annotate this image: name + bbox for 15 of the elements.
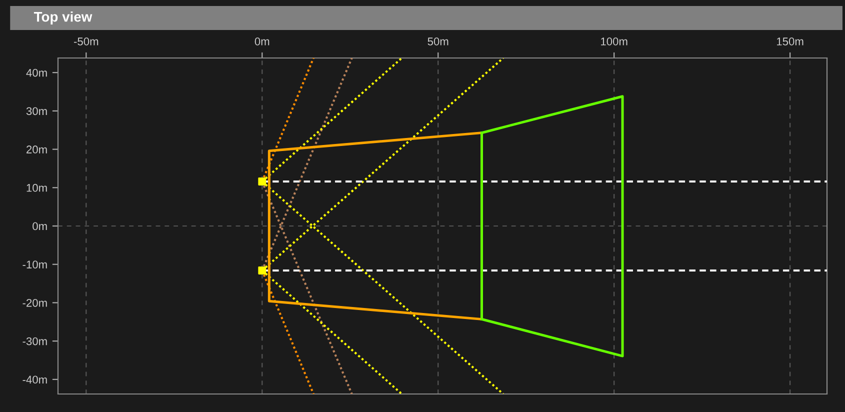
- y-tick-label: -10m: [22, 260, 47, 268]
- y-tick-label: -40m: [22, 376, 47, 384]
- y-tick-label: 0m: [32, 222, 47, 230]
- x-tick-label: -50m: [74, 38, 98, 46]
- x-tick-label: 150m: [776, 38, 804, 46]
- y-tick-label: 30m: [26, 107, 47, 116]
- chart-title: Top view: [34, 12, 92, 24]
- y-tick-label: -20m: [22, 298, 47, 307]
- x-tick-label: 0m: [254, 38, 270, 46]
- y-tick-label: 20m: [26, 146, 47, 154]
- x-tick-label: 50m: [428, 38, 448, 46]
- y-tick-label: -30m: [22, 337, 47, 346]
- x-tick-label: 100m: [601, 38, 628, 46]
- y-tick-label: 40m: [26, 68, 47, 77]
- y-tick-label: 10m: [26, 184, 47, 192]
